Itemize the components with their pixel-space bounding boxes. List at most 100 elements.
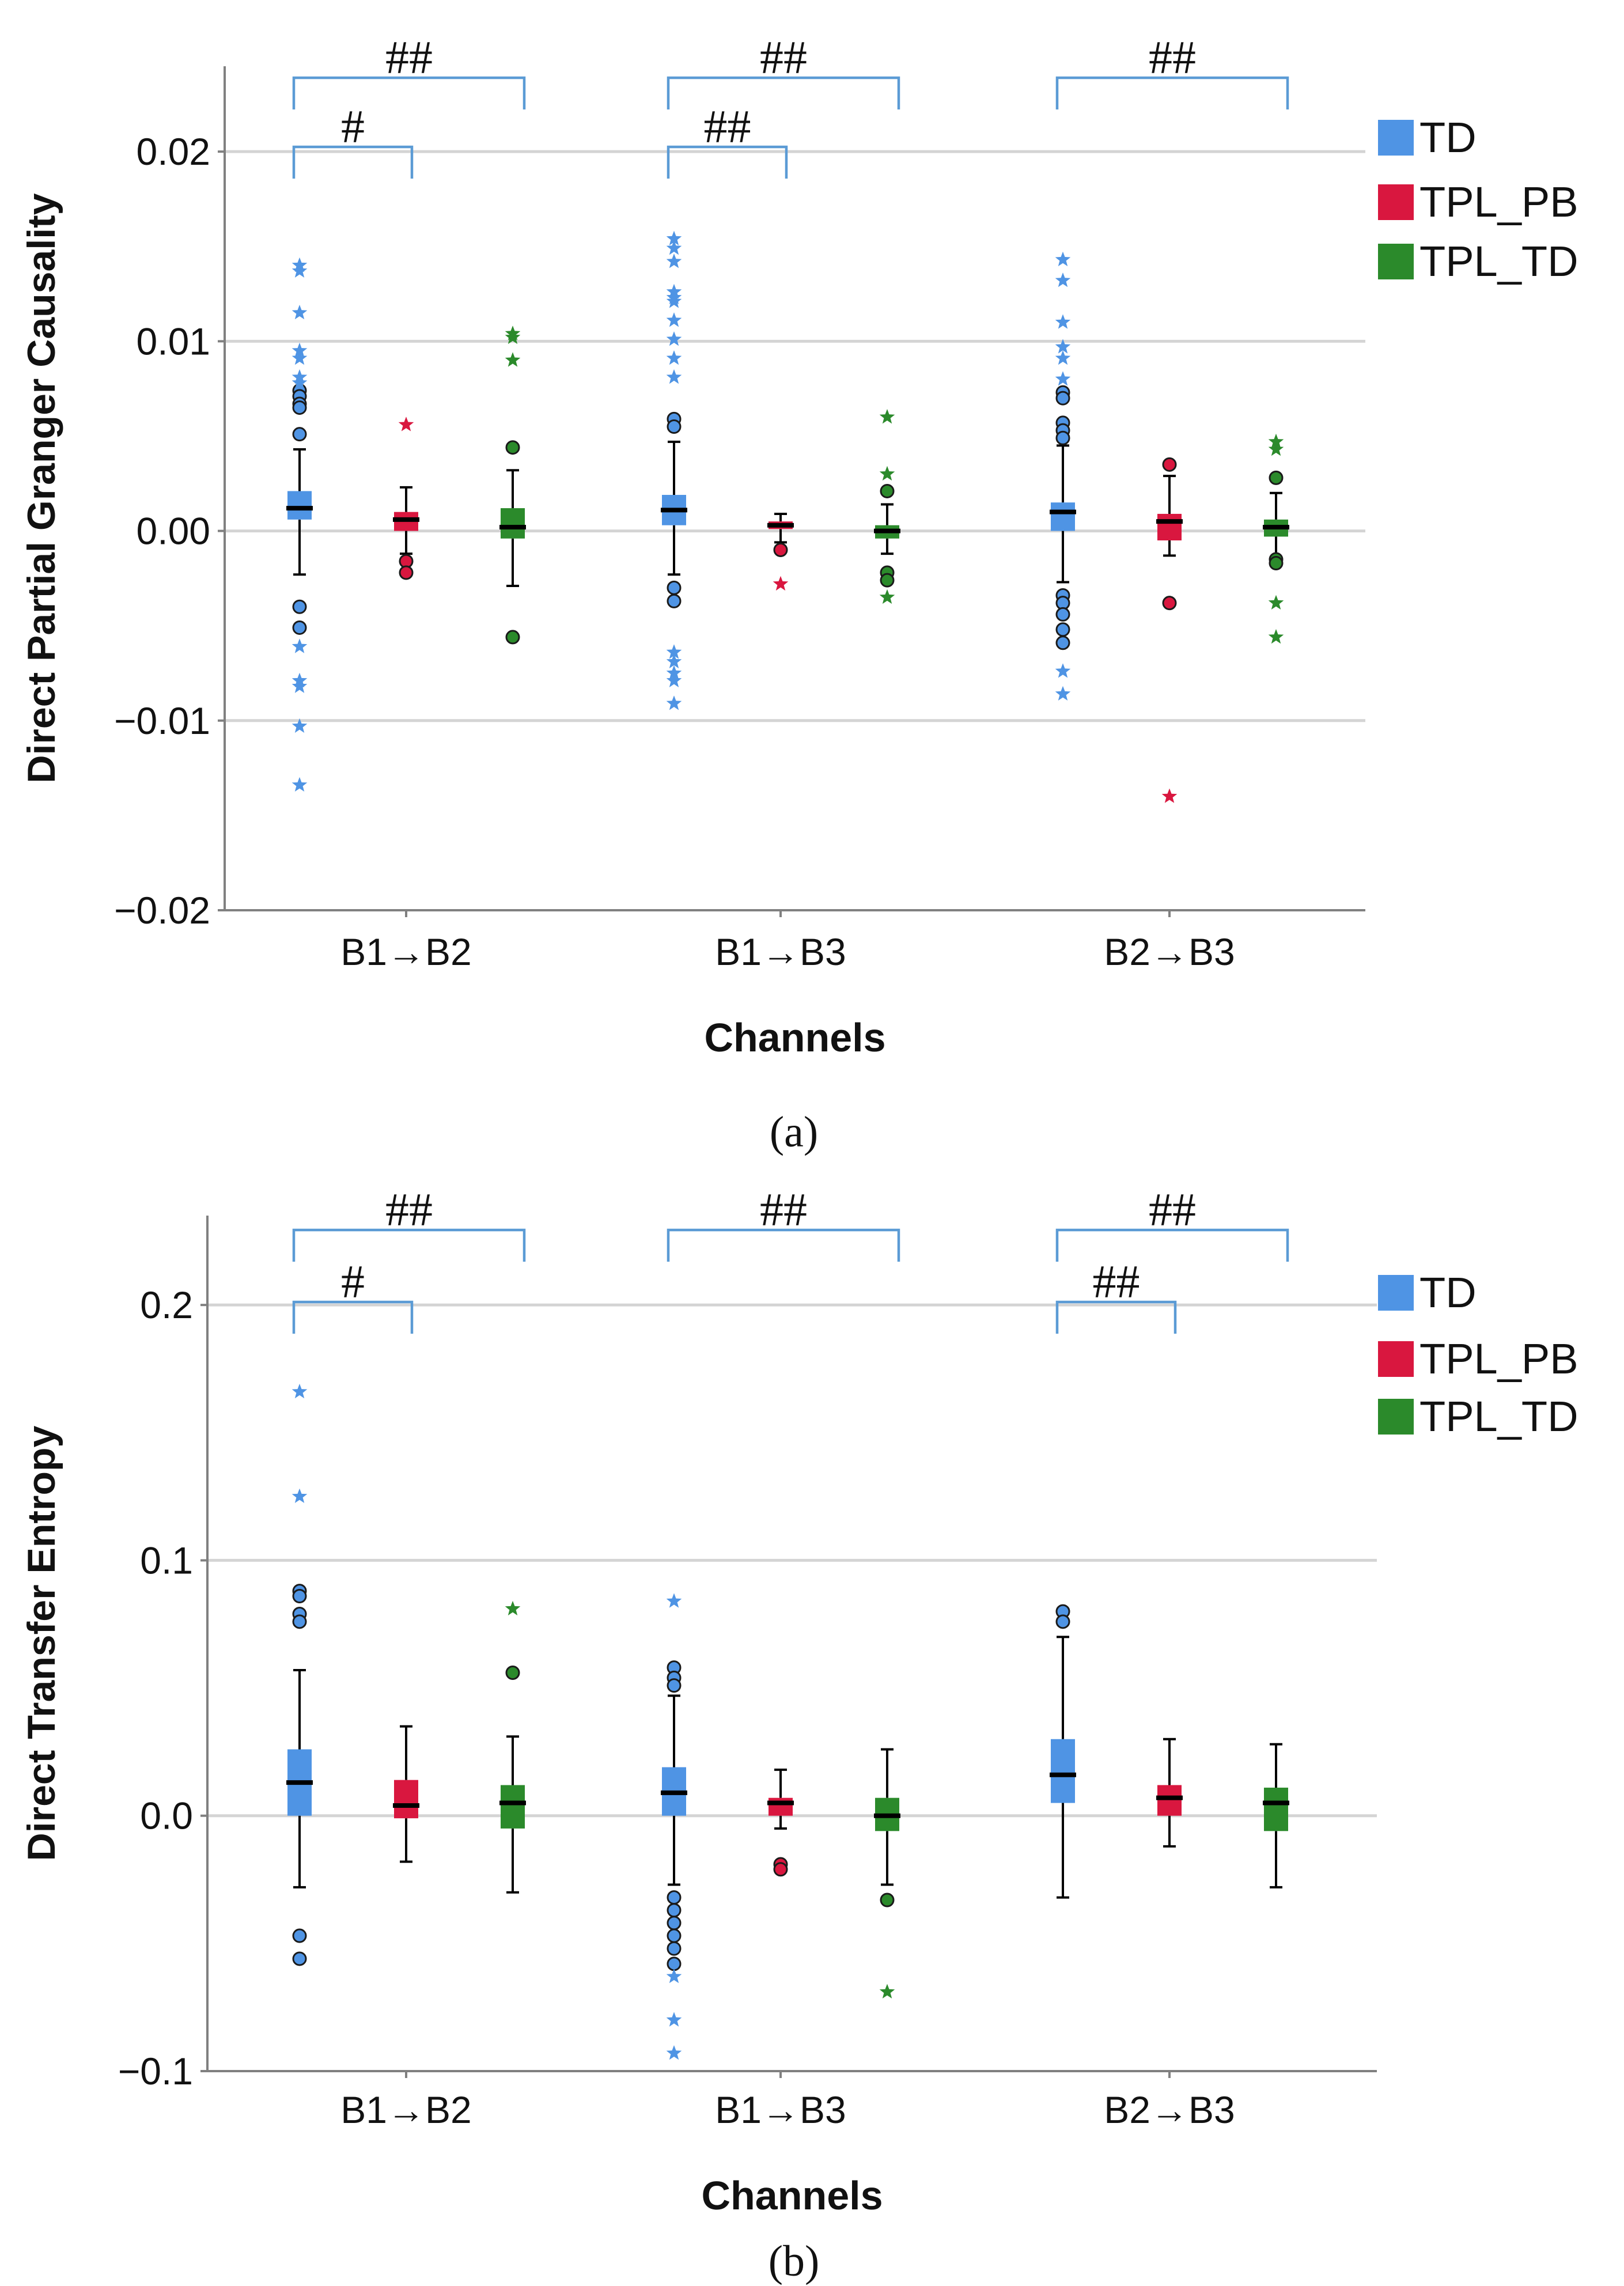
- outlier-point: [667, 1956, 682, 1971]
- y-tick-label: 0.2: [140, 1284, 193, 1326]
- outlier-point: [667, 1890, 682, 1905]
- panel-b: 0.2 0.1 0.0 −0.1 Direct Transfer Entropy B1→B…: [20, 1183, 1578, 2285]
- box-iqr: [769, 1797, 793, 1816]
- significance-bracket: [292, 76, 526, 109]
- extreme-point: [879, 409, 895, 424]
- extreme-point: [292, 342, 308, 358]
- extreme-point: [666, 2045, 682, 2060]
- outlier-point: [667, 1678, 682, 1693]
- extreme-point: [1055, 251, 1071, 267]
- outlier-point: [1055, 607, 1070, 622]
- extreme-point: [398, 417, 414, 432]
- significance-label: #: [341, 1255, 365, 1308]
- significance-bracket: [1055, 1300, 1177, 1334]
- outlier-point: [399, 565, 414, 580]
- extreme-point: [292, 350, 308, 365]
- outlier-point: [880, 483, 895, 498]
- box-iqr: [1157, 1785, 1182, 1816]
- significance-label: ##: [385, 1183, 433, 1236]
- significance-label: ##: [704, 100, 751, 153]
- y-tick-label: −0.02: [114, 889, 210, 932]
- extreme-point: [1268, 441, 1284, 456]
- box-iqr: [1264, 1787, 1288, 1831]
- box-iqr: [287, 491, 312, 520]
- legend-swatch-TD: [1378, 120, 1414, 156]
- panel-caption: (a): [770, 1108, 818, 1156]
- outlier-point: [292, 1951, 307, 1966]
- box-TPL_TD-2: [1263, 433, 1289, 644]
- significance-label: ##: [1149, 1183, 1196, 1236]
- extreme-point: [666, 672, 682, 687]
- outlier-point: [292, 1614, 307, 1629]
- outlier-point: [773, 1862, 788, 1877]
- extreme-point: [1055, 272, 1071, 287]
- panel-a: 0.02 0.01 0.00 −0.01 −0.02 Direct Partial Gra…: [20, 31, 1578, 1156]
- box-iqr: [1051, 502, 1075, 531]
- y-axis-title: Direct Transfer Entropy: [20, 1425, 63, 1861]
- x-tick-label: B1→B2: [340, 930, 471, 973]
- outlier-point: [1055, 430, 1070, 445]
- outlier-point: [292, 1928, 307, 1943]
- extreme-point: [292, 777, 308, 792]
- significance-label: ##: [1149, 31, 1196, 84]
- significance-bracket: [292, 1300, 414, 1334]
- extreme-point: [666, 1969, 682, 1984]
- outlier-point: [1055, 391, 1070, 406]
- outlier-point: [1055, 622, 1070, 637]
- y-tick-label: 0.0: [140, 1795, 193, 1837]
- legend-swatch-TPL_PB: [1378, 1341, 1414, 1377]
- outlier-point: [292, 599, 307, 614]
- extreme-point: [666, 253, 682, 268]
- extreme-point: [666, 695, 682, 710]
- box-TPL_PB-0: [393, 417, 419, 580]
- legend-label: TD: [1419, 113, 1477, 161]
- extreme-point: [1055, 350, 1071, 365]
- significance-label: #: [341, 100, 365, 153]
- outlier-point: [292, 400, 307, 415]
- extreme-point: [1055, 371, 1071, 386]
- outlier-point: [292, 620, 307, 635]
- box-iqr: [501, 1785, 525, 1829]
- x-tick-label: B1→B2: [340, 2088, 471, 2131]
- outlier-point: [773, 542, 788, 557]
- extreme-point: [292, 374, 308, 390]
- box-TD-2: [1050, 251, 1076, 701]
- legend-label: TPL_TD: [1419, 237, 1578, 285]
- significance-label: ##: [760, 31, 807, 84]
- extreme-point: [1268, 595, 1284, 610]
- box-TPL_TD-2: [1263, 1743, 1289, 1888]
- y-tick-label: −0.01: [114, 699, 210, 742]
- extreme-point: [292, 678, 308, 693]
- extreme-point: [292, 638, 308, 653]
- extreme-point: [292, 305, 308, 320]
- legend-label: TPL_PB: [1419, 1335, 1578, 1383]
- extreme-point: [1161, 788, 1178, 803]
- box-TPL_PB-2: [1156, 457, 1183, 803]
- extreme-point: [666, 2012, 682, 2027]
- extreme-point: [773, 576, 789, 591]
- box-TD-0: [286, 1383, 313, 1966]
- box-TPL_TD-0: [499, 326, 526, 645]
- legend-swatch-TPL_PB: [1378, 184, 1414, 220]
- box-iqr: [501, 508, 525, 539]
- extreme-point: [666, 653, 682, 669]
- box-TD-1: [661, 1593, 687, 2060]
- outlier-point: [667, 419, 682, 434]
- box-TD-2: [1050, 1604, 1076, 1899]
- y-tick-label: 0.01: [137, 320, 210, 362]
- x-tick-label: B1→B3: [715, 2088, 846, 2131]
- extreme-point: [505, 352, 521, 367]
- panel-caption: (b): [769, 2237, 820, 2285]
- extreme-point: [666, 369, 682, 384]
- extreme-point: [505, 1600, 521, 1615]
- extreme-point: [1268, 433, 1284, 449]
- extreme-point: [666, 665, 682, 680]
- significance-bracket: [1055, 1228, 1289, 1262]
- extreme-point: [666, 293, 682, 308]
- extreme-point: [879, 1984, 895, 1999]
- y-tick-label: 0.02: [137, 130, 210, 173]
- legend-swatch-TD: [1378, 1275, 1414, 1311]
- box-TPL_PB-1: [767, 1768, 794, 1877]
- extreme-point: [666, 331, 682, 346]
- legend-label: TD: [1419, 1269, 1477, 1316]
